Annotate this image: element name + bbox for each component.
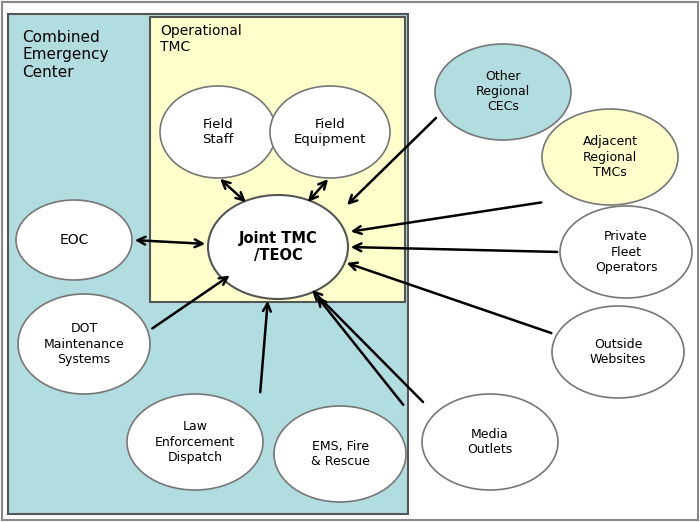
- Text: Field
Staff: Field Staff: [202, 118, 234, 146]
- Text: Private
Fleet
Operators: Private Fleet Operators: [595, 231, 657, 274]
- Text: EMS, Fire
& Rescue: EMS, Fire & Rescue: [311, 440, 370, 468]
- Text: Combined
Emergency
Center: Combined Emergency Center: [22, 30, 108, 80]
- Ellipse shape: [560, 206, 692, 298]
- Ellipse shape: [160, 86, 276, 178]
- Ellipse shape: [127, 394, 263, 490]
- Ellipse shape: [270, 86, 390, 178]
- Text: Other
Regional
CECs: Other Regional CECs: [476, 70, 530, 113]
- FancyBboxPatch shape: [8, 14, 408, 514]
- Text: Joint TMC
/TEOC: Joint TMC /TEOC: [239, 231, 317, 263]
- FancyBboxPatch shape: [150, 17, 405, 302]
- Ellipse shape: [18, 294, 150, 394]
- Ellipse shape: [422, 394, 558, 490]
- Ellipse shape: [552, 306, 684, 398]
- Text: Operational
TMC: Operational TMC: [160, 24, 242, 54]
- Ellipse shape: [435, 44, 571, 140]
- Text: Outside
Websites: Outside Websites: [590, 338, 646, 366]
- Text: Field
Equipment: Field Equipment: [294, 118, 366, 146]
- Text: DOT
Maintenance
Systems: DOT Maintenance Systems: [43, 323, 125, 365]
- Text: Media
Outlets: Media Outlets: [468, 428, 512, 456]
- Ellipse shape: [542, 109, 678, 205]
- Ellipse shape: [208, 195, 348, 299]
- Text: Adjacent
Regional
TMCs: Adjacent Regional TMCs: [582, 136, 638, 179]
- Ellipse shape: [16, 200, 132, 280]
- Text: Law
Enforcement
Dispatch: Law Enforcement Dispatch: [155, 421, 235, 464]
- Text: EOC: EOC: [60, 233, 89, 247]
- Ellipse shape: [274, 406, 406, 502]
